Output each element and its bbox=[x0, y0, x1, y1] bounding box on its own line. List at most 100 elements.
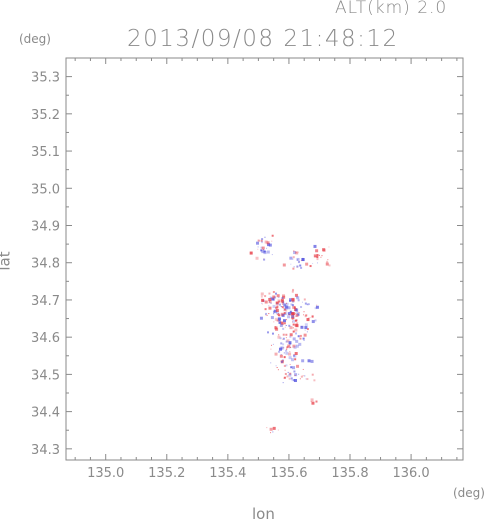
radar-echo-point bbox=[268, 243, 272, 247]
radar-echo-point bbox=[260, 246, 263, 249]
radar-echo-point bbox=[288, 341, 292, 345]
radar-echo-point bbox=[266, 314, 268, 316]
radar-echo-point bbox=[301, 258, 305, 262]
radar-echo-point bbox=[278, 350, 281, 353]
radar-echo-point bbox=[276, 367, 278, 369]
radar-echo-point bbox=[292, 323, 295, 326]
radar-echo-point bbox=[264, 236, 266, 238]
radar-echo-point bbox=[316, 262, 318, 264]
radar-echo-point bbox=[282, 301, 284, 303]
radar-echo-point bbox=[313, 379, 316, 382]
radar-echo-point bbox=[284, 326, 286, 328]
radar-echo-point bbox=[277, 369, 279, 371]
radar-echo-point bbox=[290, 366, 293, 369]
radar-echo-point bbox=[272, 431, 274, 433]
radar-echo-point bbox=[257, 239, 260, 242]
radar-echo-point bbox=[295, 313, 299, 317]
radar-echo-point bbox=[277, 313, 280, 316]
radar-echo-point bbox=[271, 297, 275, 301]
radar-echo-point bbox=[275, 308, 279, 312]
radar-echo-point bbox=[288, 356, 292, 360]
radar-echo-point bbox=[280, 354, 282, 356]
radar-echo-point bbox=[304, 323, 308, 327]
radar-echo-point bbox=[286, 339, 290, 343]
radar-echo-point bbox=[259, 316, 263, 320]
radar-echo-point bbox=[287, 315, 291, 319]
radar-echo-point bbox=[309, 317, 311, 319]
radar-echo-point bbox=[310, 398, 314, 402]
radar-echo-point bbox=[271, 332, 274, 335]
radar-echo-point bbox=[282, 301, 285, 304]
radar-echo-point bbox=[314, 319, 317, 322]
radar-echo-point bbox=[320, 256, 322, 258]
radar-echo-point bbox=[292, 344, 296, 348]
radar-echo-point bbox=[305, 378, 307, 380]
radar-echo-point bbox=[291, 321, 293, 323]
radar-echo-point bbox=[282, 299, 284, 301]
radar-echo-point bbox=[313, 244, 317, 248]
radar-echo-point bbox=[280, 346, 284, 350]
radar-echo-point bbox=[270, 362, 272, 364]
radar-echo-point bbox=[274, 317, 278, 321]
y-tick-label: 35.1 bbox=[31, 145, 60, 160]
radar-echo-point bbox=[286, 302, 289, 305]
radar-echo-point bbox=[279, 321, 281, 323]
radar-echo-point bbox=[283, 310, 285, 312]
radar-echo-point bbox=[301, 359, 305, 363]
radar-echo-point bbox=[267, 331, 270, 334]
radar-echo-point bbox=[302, 375, 304, 377]
radar-echo-point bbox=[277, 335, 281, 339]
radar-echo-point bbox=[278, 300, 281, 303]
radar-echo-point bbox=[268, 292, 271, 295]
radar-echo-point bbox=[299, 264, 302, 267]
radar-echo-point bbox=[272, 290, 275, 293]
radar-echo-point bbox=[295, 344, 297, 346]
radar-echo-point bbox=[328, 264, 331, 267]
radar-echo-point bbox=[293, 266, 295, 268]
radar-echo-point bbox=[302, 368, 304, 370]
axis-ticks: 135.0 135.2 135.4 135.6 135.8 136.0 34.3 34.4 34… bbox=[31, 57, 463, 481]
radar-echo-point bbox=[288, 377, 291, 380]
radar-echo-point bbox=[306, 318, 310, 322]
radar-echo-point bbox=[300, 306, 303, 309]
radar-echo-point bbox=[284, 369, 286, 371]
radar-echo-point bbox=[306, 331, 308, 333]
radar-echo-point bbox=[312, 263, 314, 265]
radar-echo-point bbox=[303, 311, 305, 313]
radar-echo-point bbox=[282, 382, 284, 384]
radar-echo-point bbox=[261, 303, 263, 305]
radar-echo-point bbox=[292, 337, 296, 341]
radar-echo-point bbox=[265, 314, 267, 316]
radar-echo-point bbox=[280, 342, 283, 345]
radar-echo-point bbox=[295, 339, 299, 343]
radar-echo-point bbox=[288, 314, 290, 316]
radar-echo-point bbox=[327, 259, 329, 261]
radar-echo-point bbox=[269, 427, 273, 431]
radar-echo-point bbox=[285, 340, 288, 343]
radar-echo-point bbox=[283, 347, 285, 349]
radar-echo-point bbox=[295, 319, 298, 322]
radar-echo-point bbox=[294, 374, 296, 376]
radar-echo-point bbox=[282, 343, 285, 346]
radar-echo-point bbox=[271, 240, 273, 242]
radar-echo-point bbox=[300, 375, 303, 378]
radar-echo-point bbox=[270, 348, 272, 350]
y-tick-label: 34.4 bbox=[31, 406, 60, 421]
radar-echo-point bbox=[266, 427, 268, 429]
radar-echo-point bbox=[270, 302, 272, 304]
radar-echo-point bbox=[283, 364, 286, 367]
radar-echo-point bbox=[275, 301, 279, 305]
y-tick-label: 34.8 bbox=[31, 257, 60, 272]
radar-echo-point bbox=[279, 323, 283, 327]
radar-echo-point bbox=[304, 302, 307, 305]
y-tick-label: 34.9 bbox=[31, 220, 60, 235]
radar-echo-point bbox=[264, 295, 267, 298]
radar-echo-point bbox=[274, 352, 278, 356]
radar-echo-point bbox=[291, 379, 294, 382]
radar-echo-point bbox=[316, 304, 318, 306]
radar-echo-point bbox=[292, 305, 296, 309]
timestamp-title: 2013/09/08 21:48:12 bbox=[127, 26, 399, 52]
radar-echo-point bbox=[286, 375, 289, 378]
radar-echo-point bbox=[273, 309, 277, 313]
radar-echo-point bbox=[291, 290, 294, 293]
